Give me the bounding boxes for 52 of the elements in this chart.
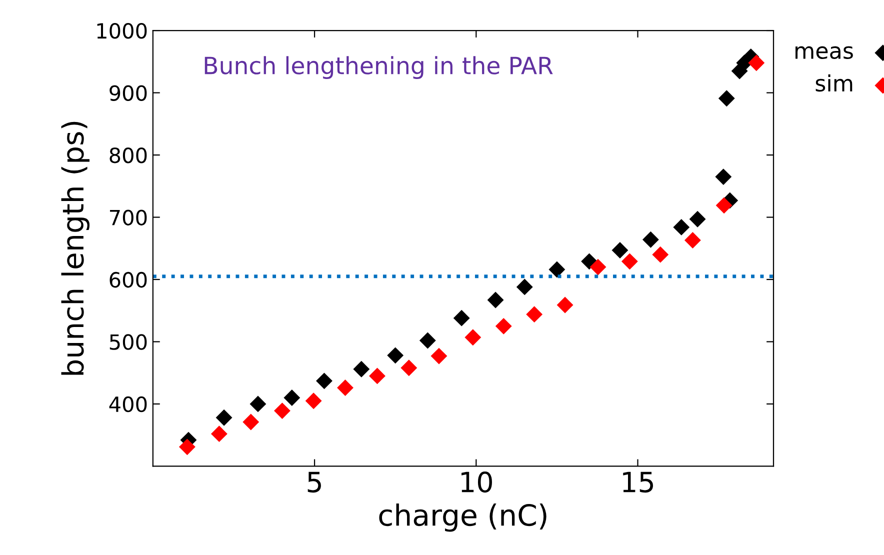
- point: [495, 318, 512, 334]
- y-tick-label: 800: [110, 147, 147, 164]
- legend-label: sim: [816, 74, 852, 92]
- point: [748, 54, 765, 72]
- point: [430, 348, 448, 364]
- y-tick-label: 700: [110, 210, 147, 226]
- point: [673, 218, 690, 236]
- point: [387, 347, 404, 364]
- point: [684, 232, 701, 248]
- point: [316, 372, 332, 390]
- point: [526, 306, 543, 323]
- point: [400, 360, 418, 376]
- point: [516, 278, 533, 296]
- point: [487, 292, 504, 308]
- point: [612, 242, 628, 258]
- legend-label: meas: [796, 46, 853, 60]
- point: [274, 402, 290, 420]
- y-axis-title: bunch length (ps): [61, 122, 90, 375]
- y-tick-label: 600: [110, 272, 147, 288]
- point: [178, 438, 196, 456]
- point: [556, 296, 574, 314]
- x-tick-label: 10: [462, 472, 492, 493]
- point: [652, 246, 669, 263]
- point: [337, 380, 354, 396]
- y-tick-label: 500: [110, 334, 147, 350]
- point: [305, 392, 322, 410]
- point: [369, 368, 386, 384]
- point: [453, 310, 470, 326]
- point: [242, 414, 260, 430]
- point: [216, 409, 232, 426]
- x-tick-label: 15: [623, 472, 653, 493]
- point: [548, 261, 566, 278]
- point: [464, 329, 482, 346]
- point: [718, 90, 735, 107]
- point: [621, 253, 638, 270]
- point: [210, 426, 228, 442]
- point: [250, 396, 266, 412]
- point: [419, 332, 436, 349]
- point: [353, 360, 370, 378]
- annotation: Bunch lengthening in the PAR: [204, 56, 553, 80]
- y-tick-label: 1000: [97, 22, 147, 39]
- point: [284, 390, 300, 406]
- point: [642, 231, 659, 248]
- x-tick-label: 5: [308, 472, 321, 493]
- point: [581, 253, 598, 270]
- point: [715, 168, 732, 186]
- point: [689, 210, 706, 228]
- x-axis-title: charge (nC): [379, 504, 546, 532]
- point: [590, 258, 606, 276]
- y-tick-label: 400: [109, 396, 147, 412]
- y-tick-label: 900: [110, 85, 147, 101]
- point: [716, 197, 732, 214]
